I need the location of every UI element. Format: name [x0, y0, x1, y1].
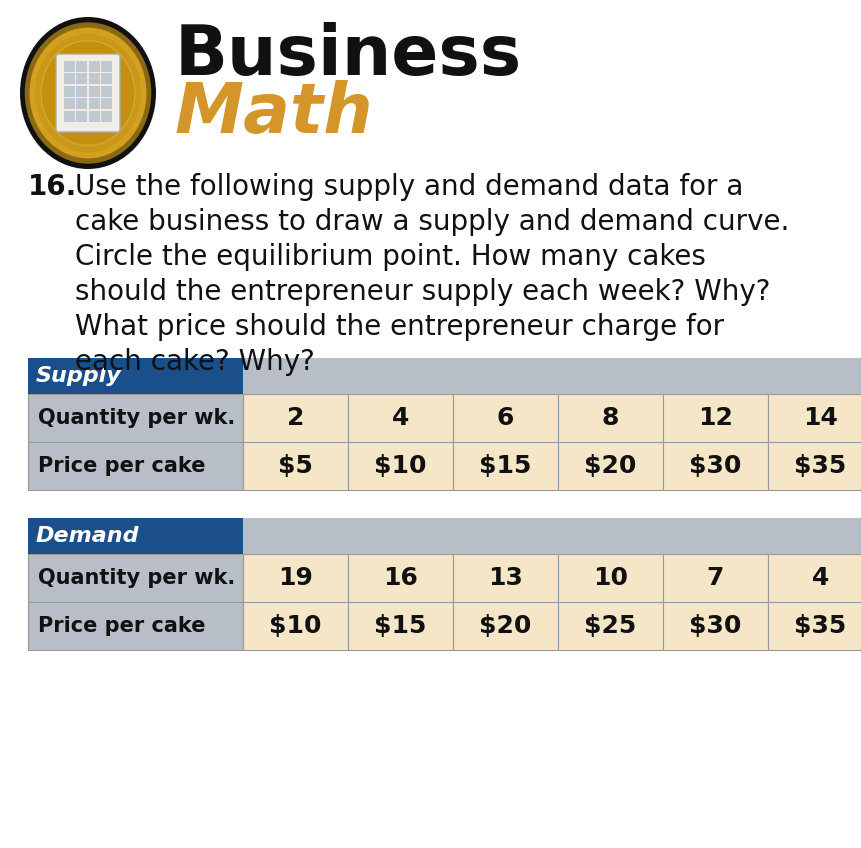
FancyBboxPatch shape [28, 358, 243, 394]
FancyBboxPatch shape [453, 394, 557, 442]
Text: $30: $30 [689, 614, 740, 638]
Text: Price per cake: Price per cake [38, 616, 205, 636]
FancyBboxPatch shape [348, 394, 453, 442]
Bar [64, 60, 75, 71]
FancyBboxPatch shape [557, 442, 662, 490]
FancyBboxPatch shape [243, 442, 348, 490]
FancyBboxPatch shape [662, 602, 767, 650]
Text: Math: Math [175, 80, 374, 147]
Bar [76, 110, 87, 121]
Bar [76, 98, 87, 109]
FancyBboxPatch shape [28, 394, 243, 442]
FancyBboxPatch shape [243, 518, 861, 554]
FancyBboxPatch shape [348, 602, 453, 650]
Ellipse shape [41, 42, 134, 145]
Ellipse shape [35, 34, 141, 153]
FancyBboxPatch shape [348, 554, 453, 602]
FancyBboxPatch shape [662, 442, 767, 490]
Text: $10: $10 [269, 614, 321, 638]
Text: each cake? Why?: each cake? Why? [75, 348, 314, 376]
FancyBboxPatch shape [453, 602, 557, 650]
FancyBboxPatch shape [557, 602, 662, 650]
FancyBboxPatch shape [56, 54, 120, 132]
Bar [76, 73, 87, 84]
Text: 16.: 16. [28, 173, 77, 201]
Bar [64, 98, 75, 109]
Bar [101, 98, 112, 109]
Bar [101, 86, 112, 97]
Text: 2: 2 [287, 406, 304, 430]
Text: 4: 4 [811, 566, 828, 590]
FancyBboxPatch shape [28, 518, 243, 554]
Text: $20: $20 [584, 454, 636, 478]
FancyBboxPatch shape [243, 602, 348, 650]
Text: $15: $15 [374, 614, 426, 638]
FancyBboxPatch shape [28, 442, 243, 490]
FancyBboxPatch shape [453, 442, 557, 490]
FancyBboxPatch shape [243, 358, 861, 394]
Bar [89, 110, 100, 121]
Bar [101, 73, 112, 84]
Text: 4: 4 [392, 406, 409, 430]
Bar [89, 98, 100, 109]
Text: 10: 10 [592, 566, 628, 590]
Text: Supply: Supply [36, 366, 121, 386]
Text: $5: $5 [278, 454, 313, 478]
Bar [64, 110, 75, 121]
FancyBboxPatch shape [767, 554, 861, 602]
Text: Quantity per wk.: Quantity per wk. [38, 568, 235, 588]
Bar [89, 73, 100, 84]
Text: 6: 6 [496, 406, 514, 430]
FancyBboxPatch shape [557, 394, 662, 442]
Text: cake business to draw a supply and demand curve.: cake business to draw a supply and deman… [75, 208, 789, 236]
Text: 14: 14 [802, 406, 837, 430]
Bar [89, 60, 100, 71]
Text: Circle the equilibrium point. How many cakes: Circle the equilibrium point. How many c… [75, 243, 705, 271]
Text: $10: $10 [374, 454, 426, 478]
Bar [76, 60, 87, 71]
FancyBboxPatch shape [28, 554, 243, 602]
Bar [89, 86, 100, 97]
Bar [76, 86, 87, 97]
Ellipse shape [20, 17, 156, 169]
Ellipse shape [29, 28, 146, 159]
FancyBboxPatch shape [348, 442, 453, 490]
Text: 13: 13 [487, 566, 523, 590]
FancyBboxPatch shape [662, 554, 767, 602]
Text: 12: 12 [697, 406, 732, 430]
Text: $15: $15 [479, 454, 531, 478]
Text: $30: $30 [689, 454, 740, 478]
FancyBboxPatch shape [557, 554, 662, 602]
Text: Demand: Demand [36, 526, 139, 546]
Text: Use the following supply and demand data for a: Use the following supply and demand data… [75, 173, 742, 201]
FancyBboxPatch shape [453, 554, 557, 602]
FancyBboxPatch shape [28, 602, 243, 650]
Text: Business: Business [175, 21, 522, 88]
FancyBboxPatch shape [767, 442, 861, 490]
Bar [64, 86, 75, 97]
FancyBboxPatch shape [662, 394, 767, 442]
Text: $35: $35 [794, 454, 846, 478]
FancyBboxPatch shape [767, 394, 861, 442]
FancyBboxPatch shape [243, 554, 348, 602]
Text: 7: 7 [706, 566, 723, 590]
FancyBboxPatch shape [767, 602, 861, 650]
Bar [101, 110, 112, 121]
Text: $25: $25 [584, 614, 636, 638]
Text: 16: 16 [382, 566, 418, 590]
Text: Price per cake: Price per cake [38, 456, 205, 476]
Text: should the entrepreneur supply each week? Why?: should the entrepreneur supply each week… [75, 278, 770, 306]
Ellipse shape [25, 22, 151, 164]
Bar [64, 73, 75, 84]
Text: $20: $20 [479, 614, 531, 638]
Text: Quantity per wk.: Quantity per wk. [38, 408, 235, 428]
Text: 19: 19 [278, 566, 313, 590]
Bar [101, 60, 112, 71]
Text: 8: 8 [601, 406, 618, 430]
FancyBboxPatch shape [243, 394, 348, 442]
Text: $35: $35 [794, 614, 846, 638]
Ellipse shape [40, 40, 135, 146]
Text: What price should the entrepreneur charge for: What price should the entrepreneur charg… [75, 313, 723, 341]
